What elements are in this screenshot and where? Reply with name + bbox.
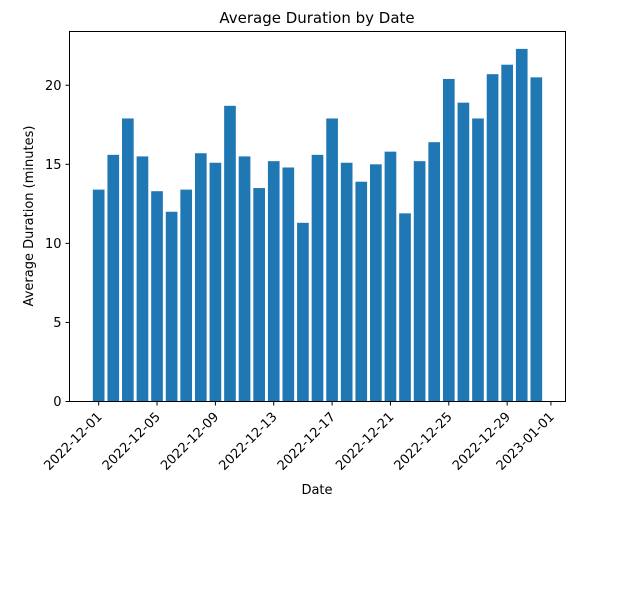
x-tick-label: 2022-12-13	[217, 410, 281, 474]
bar-2022-12-09	[209, 162, 222, 402]
x-tick-label: 2022-12-25	[392, 410, 456, 474]
bar-2022-12-19	[355, 181, 368, 402]
bar-2022-12-22	[399, 213, 411, 402]
x-tick-label: 2022-12-09	[158, 410, 222, 474]
bar-2022-12-15	[297, 222, 309, 402]
y-tick-label: 15	[45, 158, 62, 173]
x-axis-label: Date	[301, 483, 332, 498]
y-axis-label: Average Duration (minutes)	[22, 126, 37, 307]
bar-2022-12-18	[340, 162, 353, 402]
plot-frame	[69, 31, 566, 402]
bar-2022-12-25	[442, 78, 455, 402]
y-tick-label: 5	[53, 316, 61, 331]
bar-2022-12-10	[224, 105, 236, 402]
bars-group	[92, 48, 543, 402]
bar-2022-12-21	[384, 151, 397, 402]
bar-2022-12-29	[501, 64, 513, 402]
y-axis-ticks: 0 5 10 15 20	[45, 79, 70, 410]
x-axis-ticks: 2022-12-012022-12-052022-12-092022-12-13…	[41, 401, 558, 474]
y-tick-label: 0	[53, 395, 61, 410]
bar-2022-12-04	[136, 156, 149, 402]
x-tick-label: 2022-12-05	[100, 410, 164, 474]
bar-2022-12-06	[165, 211, 178, 402]
bar-2022-12-30	[515, 48, 528, 402]
bar-2022-12-12	[253, 188, 265, 402]
bar-2022-12-23	[413, 161, 426, 402]
bar-2022-12-27	[472, 118, 484, 402]
bar-2022-12-07	[180, 189, 193, 402]
bar-2022-12-05	[151, 191, 163, 402]
bar-2022-12-26	[457, 102, 470, 402]
x-tick-label: 2022-12-21	[333, 410, 397, 474]
bar-2022-12-28	[486, 74, 499, 402]
bar-2022-12-02	[107, 154, 120, 402]
bar-2022-12-11	[238, 156, 251, 402]
y-tick-label: 20	[45, 79, 62, 94]
bar-2022-12-31	[530, 77, 543, 402]
bar-2022-12-14	[282, 167, 295, 402]
chart-title: Average Duration by Date	[219, 9, 414, 27]
bar-2022-12-17	[326, 118, 338, 402]
bar-2022-12-08	[194, 153, 207, 402]
x-tick-label: 2022-12-17	[275, 410, 339, 474]
x-tick-label: 2022-12-01	[41, 410, 105, 474]
bar-2022-12-03	[122, 118, 134, 402]
bar-2022-12-13	[267, 161, 280, 402]
bar-2022-12-20	[370, 164, 382, 402]
bar-2022-12-24	[428, 142, 441, 402]
y-tick-label: 10	[45, 237, 62, 252]
bar-2022-12-16	[311, 154, 324, 402]
bar-2022-12-01	[92, 189, 105, 402]
